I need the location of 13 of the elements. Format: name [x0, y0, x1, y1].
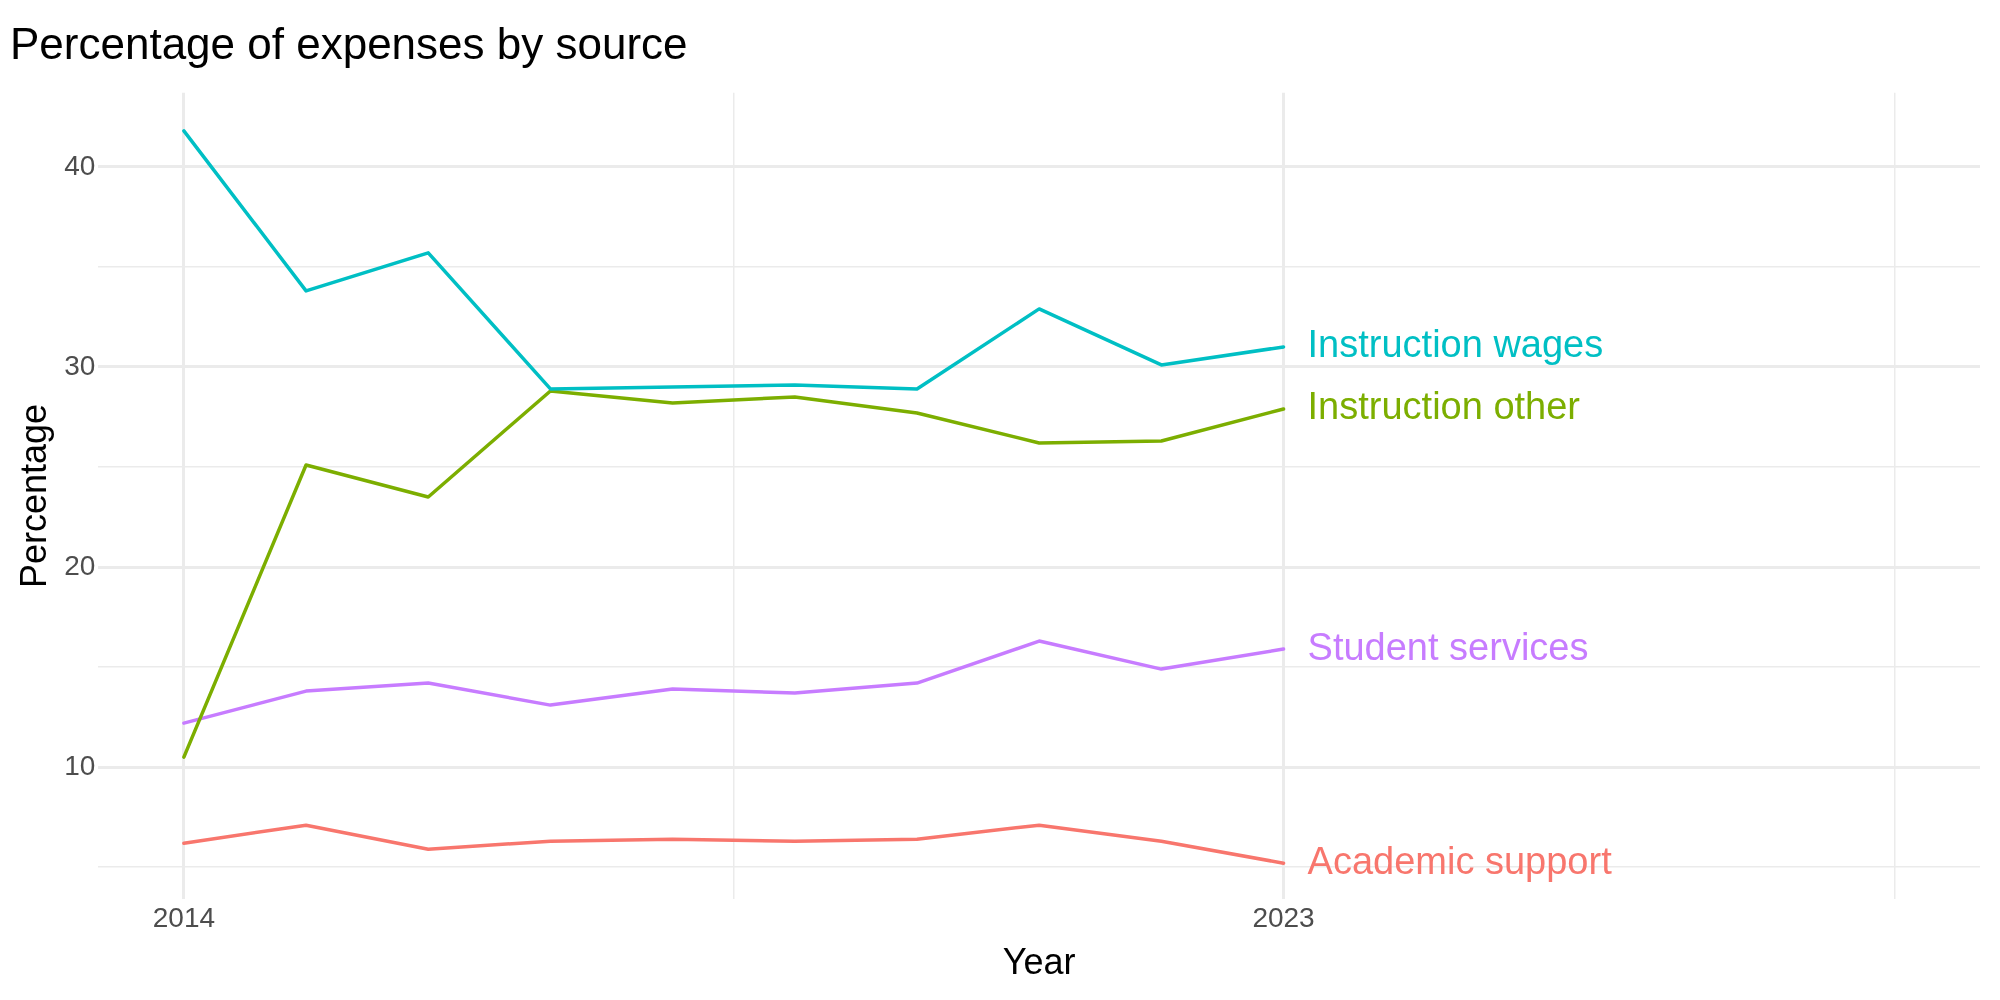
- series-label: Student services: [1307, 625, 1589, 668]
- series-label: Instruction wages: [1307, 323, 1604, 366]
- y-tick-label: 10: [64, 749, 96, 781]
- x-tick-label: 2014: [152, 901, 216, 933]
- x-axis-title: Year: [1002, 941, 1076, 983]
- series-label: Instruction other: [1307, 385, 1581, 428]
- chart-title: Percentage of expenses by source: [10, 18, 688, 68]
- x-tick-label: 2023: [1252, 901, 1315, 933]
- y-tick-label: 30: [64, 349, 96, 381]
- series-label: Academic support: [1307, 839, 1613, 882]
- y-axis-title: Percentage: [12, 403, 54, 589]
- y-tick-label: 40: [64, 149, 96, 181]
- y-tick-label: 20: [64, 549, 96, 581]
